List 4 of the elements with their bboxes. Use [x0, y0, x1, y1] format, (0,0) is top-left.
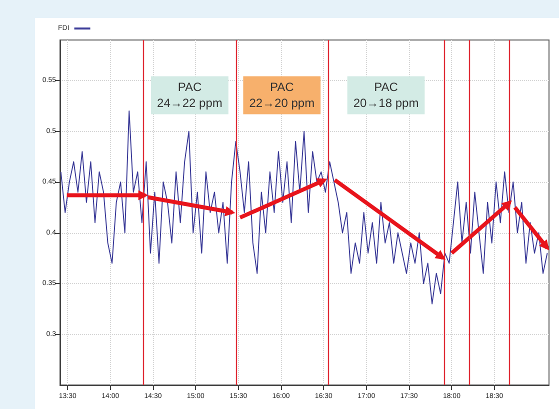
- line-series: [60, 110, 548, 304]
- annotation: PAC 20→18 ppm: [353, 80, 419, 110]
- annotation: PAC 24→22 ppm: [157, 80, 222, 110]
- annotation: PAC 22→20 ppm: [249, 80, 315, 110]
